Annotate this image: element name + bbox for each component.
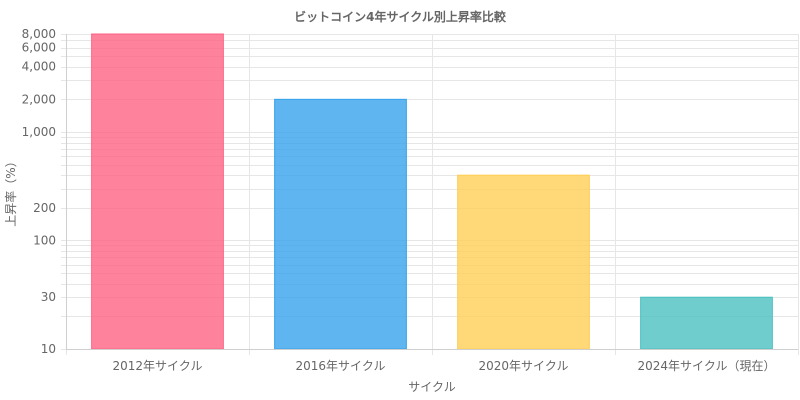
y-tick-label: 200 [33,201,56,215]
bar-4 [640,296,773,350]
x-axis-title: サイクル [408,380,455,394]
y-tick-label: 2,000 [22,92,56,106]
bar-2 [274,98,407,350]
chart-title: ビットコイン4年サイクル別上昇率比較 [294,9,507,24]
y-tick-label: 100 [33,233,56,247]
x-tick-label: 2020年サイクル [479,359,569,373]
bars [91,33,773,350]
bar-1 [91,33,224,350]
y-tick-label: 4,000 [22,60,56,74]
y-tick-label: 10 [41,342,56,356]
y-tick-label: 6,000 [22,41,56,55]
y-axis-title: 上昇率（%） [3,155,18,226]
x-tick-label: 2012年サイクル [113,359,203,373]
x-tick-label: 2024年サイクル（現在） [638,359,776,373]
y-tick-label: 8,000 [22,27,56,41]
x-tick-label: 2016年サイクル [296,359,386,373]
y-tick-label: 30 [41,290,56,304]
bar-3 [457,174,590,350]
y-tick-label: 1,000 [22,125,56,139]
